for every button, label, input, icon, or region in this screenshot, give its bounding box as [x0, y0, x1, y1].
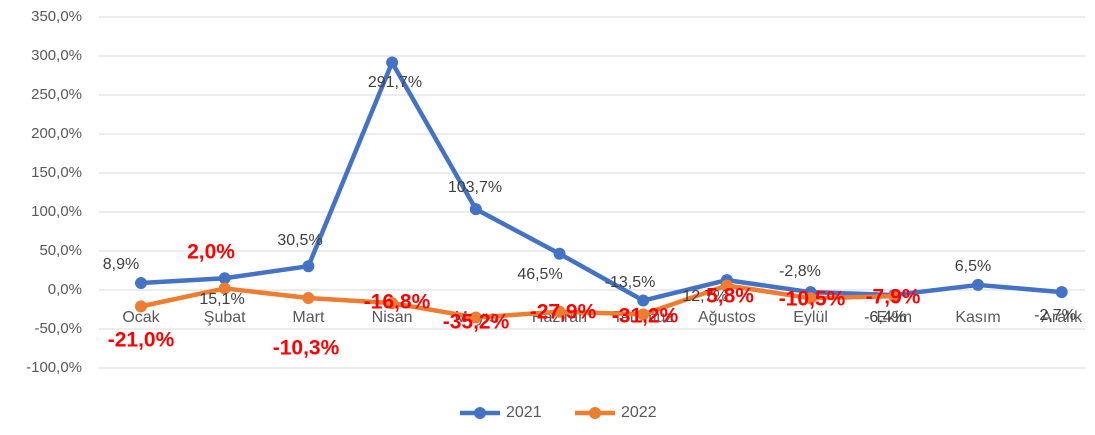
y-tick-label: -50,0%: [34, 320, 82, 337]
data-label: -10,3%: [273, 337, 340, 360]
data-label: 8,9%: [103, 256, 139, 273]
line: [140, 283, 895, 320]
legend-label: 2022: [621, 404, 657, 421]
data-label: -2,7%: [1034, 307, 1076, 324]
data-label: -35,2%: [443, 311, 510, 334]
data-label: 291,7%: [368, 74, 422, 91]
marker: [553, 305, 566, 318]
data-label: -13,5%: [605, 274, 656, 291]
y-tick-label: 300,0%: [31, 47, 82, 64]
marker: [386, 56, 399, 69]
marker: [972, 278, 984, 291]
legend-label: 2021: [506, 404, 542, 421]
data-label: -2,8%: [779, 263, 821, 280]
marker: [637, 294, 650, 307]
x-tick-label: Ağustos: [698, 309, 756, 326]
marker: [135, 277, 147, 290]
marker: [302, 260, 315, 273]
legend-marker: [589, 407, 601, 419]
x-tick-label: Kasım: [955, 309, 1000, 326]
marker: [386, 297, 399, 310]
data-label: -27,9%: [530, 301, 597, 324]
y-tick-label: 0,0%: [48, 281, 82, 298]
x-tick-label: Ocak: [122, 309, 160, 326]
data-label: -31,2%: [612, 305, 679, 328]
data-label: 30,5%: [277, 232, 322, 249]
marker: [135, 300, 147, 313]
y-tick-label: 150,0%: [31, 164, 82, 181]
data-label: 5,8%: [706, 285, 754, 308]
marker: [553, 247, 566, 260]
data-label: -7,9%: [866, 286, 921, 309]
data-label: -21,0%: [108, 329, 175, 352]
y-tick-label: -100,0%: [26, 359, 82, 376]
marker: [469, 311, 482, 324]
y-tick-label: 200,0%: [31, 125, 82, 142]
x-tick-label: Nisan: [372, 309, 413, 326]
data-label: -6,4%: [864, 309, 906, 326]
x-tick-label: Şubat: [204, 309, 246, 326]
data-label: 12,7%: [682, 288, 727, 305]
data-label: 2,0%: [187, 241, 235, 264]
data-label: -16,8%: [364, 291, 431, 314]
marker: [1055, 286, 1068, 299]
marker: [804, 292, 817, 305]
x-tick-label: Mart: [292, 309, 325, 326]
y-tick-label: 350,0%: [31, 8, 82, 25]
x-tick-label: Aralık: [1041, 309, 1083, 326]
legend-marker: [474, 407, 486, 419]
marker: [888, 290, 901, 303]
x-tick-label: Eylül: [793, 309, 828, 326]
y-tick-label: 100,0%: [31, 203, 82, 220]
series-2021: [135, 56, 1068, 307]
data-label: 15,1%: [199, 291, 244, 308]
series-2022: [135, 279, 901, 324]
y-tick-label: 50,0%: [39, 242, 82, 259]
data-label: 6,5%: [955, 258, 991, 275]
line: [140, 60, 1062, 303]
data-label: 103,7%: [448, 179, 502, 196]
marker: [720, 279, 733, 292]
x-tick-label: Ekim: [877, 309, 913, 326]
y-tick-label: 250,0%: [31, 86, 82, 103]
marker: [469, 203, 482, 216]
marker: [218, 282, 231, 295]
data-label: -10,5%: [779, 288, 846, 311]
data-label: 46,5%: [517, 266, 562, 283]
marker: [218, 272, 231, 285]
marker: [302, 292, 315, 305]
marker: [637, 308, 650, 321]
